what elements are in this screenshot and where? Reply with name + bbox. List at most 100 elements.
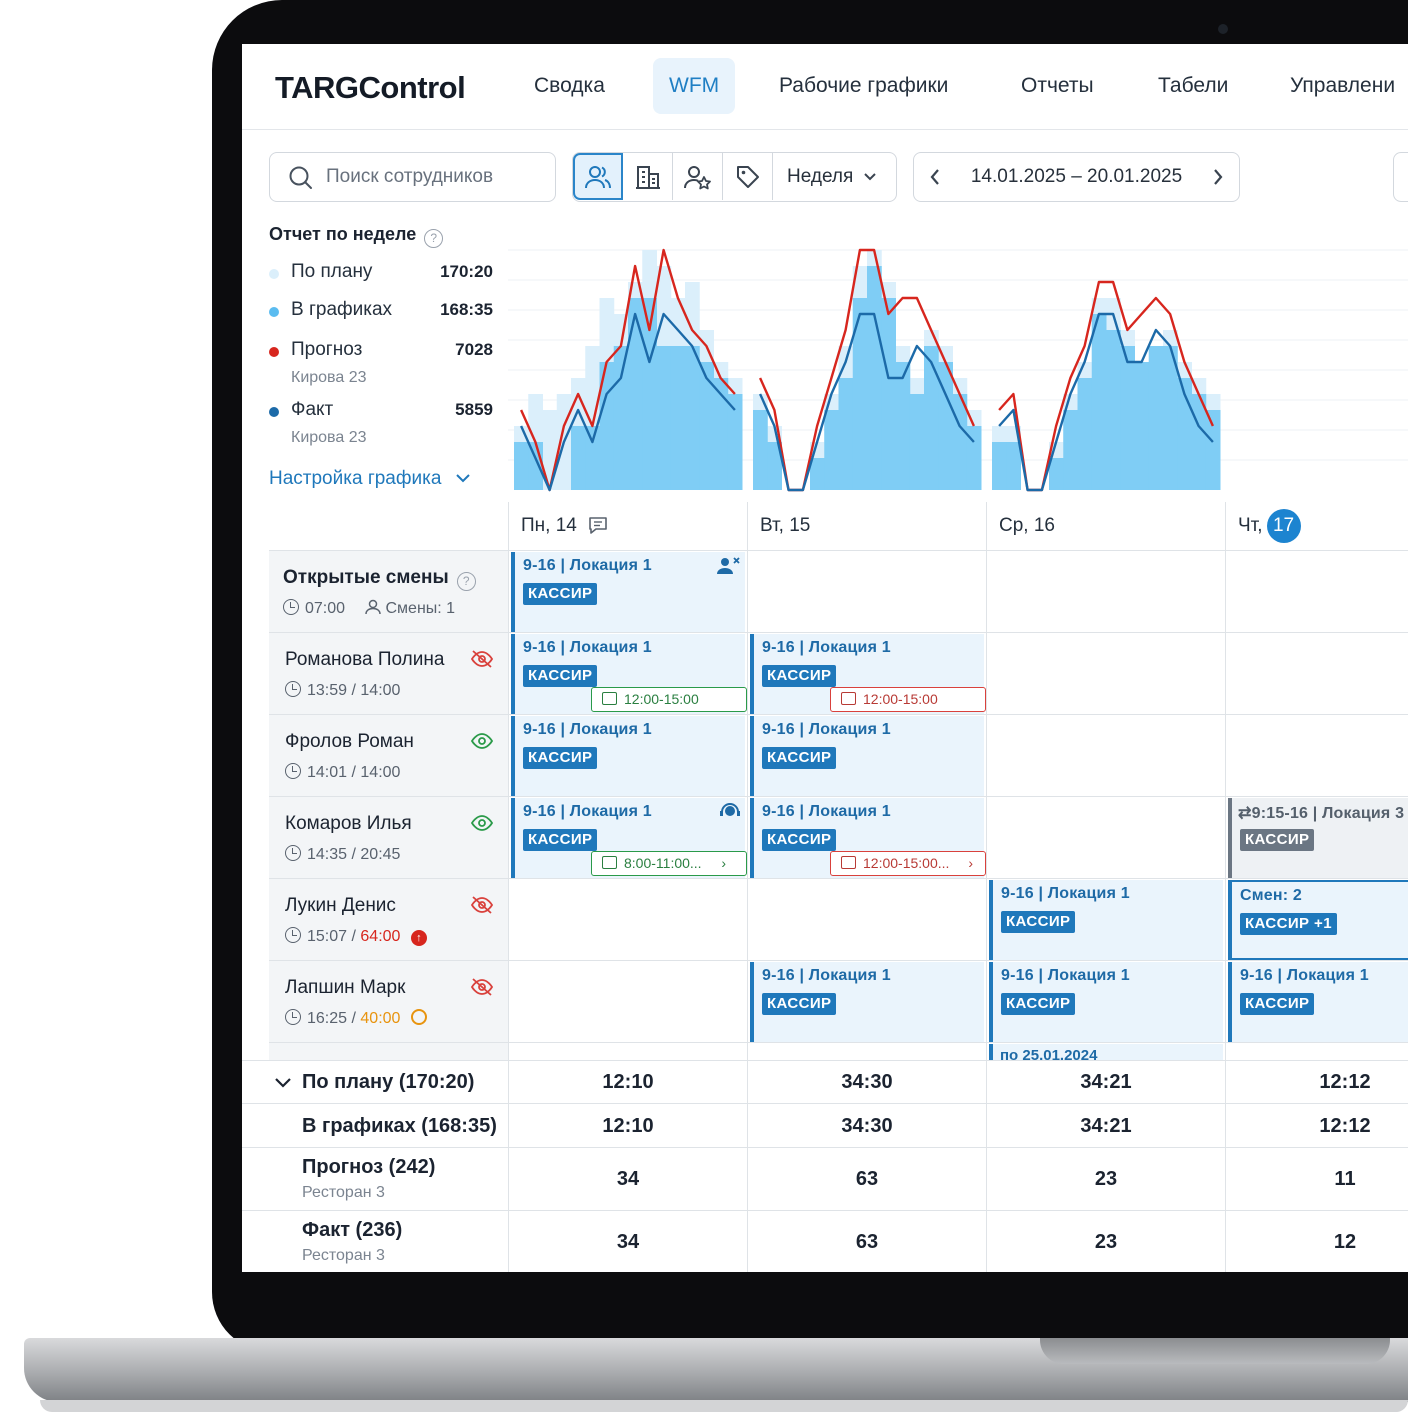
day-cell[interactable]	[986, 551, 1225, 633]
fact-line	[520, 312, 736, 492]
break-pill[interactable]: 12:00-15:00	[591, 687, 747, 712]
totals-value: 34	[508, 1211, 747, 1272]
totals-value: 12:12	[1225, 1061, 1408, 1104]
employee-info[interactable]: Комаров Илья 14:35 / 20:45	[269, 797, 508, 879]
view-tags-button[interactable]	[723, 153, 773, 200]
day-cell[interactable]: 9-16 | Локация 1 КАССИР	[747, 715, 986, 797]
employee-info[interactable]: Романова Полина 13:59 / 14:00	[269, 633, 508, 715]
shift-card[interactable]: 9-16 | Локация 1 КАССИР	[511, 716, 745, 796]
employee-info[interactable]: Фролов Роман 14:01 / 14:00	[269, 715, 508, 797]
app-logo[interactable]: TARGControl	[275, 70, 466, 105]
nav-item-wfm[interactable]: WFM	[653, 58, 736, 114]
day-cell[interactable]: 9-16 | Локация 1 КАССИР	[986, 879, 1225, 961]
comment-icon[interactable]	[588, 516, 608, 534]
multi-shift-card[interactable]: Смен: 2 КАССИР +1	[1228, 880, 1408, 960]
employee-row: Фролов Роман 14:01 / 14:00 9-16 | Локаци…	[269, 714, 1408, 797]
shift-card[interactable]: 9-16 | Локация 1 КАССИР	[750, 962, 984, 1042]
eye-off-icon[interactable]	[471, 896, 493, 914]
role-badge: КАССИР	[1240, 993, 1315, 1015]
toolbar-extra-button[interactable]	[1393, 152, 1408, 202]
day-cell[interactable]: 9-16 | Локация 1 КАССИР	[986, 961, 1225, 1043]
nav-item-summary[interactable]: Сводка	[534, 74, 605, 97]
employee-hours: 14:35 / 20:45	[285, 845, 400, 864]
day-cell[interactable]: 9-16 | Локация 1 КАССИР	[508, 551, 747, 633]
scheduled-bar	[670, 346, 686, 490]
scheduled-bar	[1205, 410, 1221, 490]
legend-fact-sub: Кирова 23	[291, 429, 367, 446]
day-cell[interactable]: Смен: 2 КАССИР +1	[1225, 879, 1408, 961]
day-cell[interactable]: 9-16 | Локация 1 КАССИР	[1225, 961, 1408, 1043]
shift-time-location: 9-16 | Локация 1	[523, 803, 652, 820]
day-cell[interactable]	[508, 879, 747, 961]
break-pill[interactable]: 8:00-11:00... ›	[591, 851, 747, 876]
overtime-alert-icon[interactable]: ↑	[410, 930, 427, 946]
nav-item-reports[interactable]: Отчеты	[1021, 74, 1094, 97]
eye-icon[interactable]	[471, 732, 493, 750]
day-cell[interactable]	[986, 797, 1225, 879]
shift-card-partial[interactable]: по 25.01.2024	[989, 1044, 1223, 1060]
chart-settings-link[interactable]: Настройка графика	[269, 468, 471, 490]
day-cell[interactable]: 9-16 | Локация 1 КАССИР 12:00-15:00	[508, 633, 747, 715]
shift-card[interactable]: 9-16 | Локация 1 КАССИР	[1228, 962, 1408, 1042]
date-range-value[interactable]: 14.01.2025 – 20.01.2025	[970, 166, 1183, 187]
briefcase-icon	[602, 692, 617, 705]
day-cell[interactable]	[1225, 633, 1408, 715]
employee-row-partial: по 25.01.2024	[269, 1042, 1408, 1060]
unassigned-user-icon[interactable]	[717, 556, 741, 576]
day-cell[interactable]: 9-16 | Локация 1 КАССИР	[747, 961, 986, 1043]
totals-value: 12:10	[508, 1061, 747, 1104]
period-select[interactable]: Неделя	[773, 153, 896, 201]
break-pill-warning[interactable]: 12:00-15:00	[830, 687, 986, 712]
day-cell[interactable]	[747, 879, 986, 961]
day-cell[interactable]	[1225, 551, 1408, 633]
shift-card[interactable]: 9-16 | Локация 1 КАССИР	[989, 880, 1223, 960]
employee-row: Лапшин Марк 16:25 / 40:00 9-16 | Локация…	[269, 960, 1408, 1043]
worked-hours: 15:07	[307, 928, 348, 945]
swap-shift-card[interactable]: ⇄9:15-16 | Локация 3 КАССИР	[1228, 798, 1408, 878]
chart-day-group	[514, 248, 743, 492]
day-cell[interactable]	[1225, 715, 1408, 797]
eye-icon[interactable]	[471, 814, 493, 832]
day-cell[interactable]	[747, 551, 986, 633]
support-agent-icon[interactable]	[719, 802, 741, 822]
totals-label: Факт (236)	[302, 1219, 403, 1241]
shift-card[interactable]: 9-16 | Локация 1 КАССИР	[989, 962, 1223, 1042]
view-locations-button[interactable]	[623, 153, 673, 200]
nav-item-timesheets[interactable]: Табели	[1158, 74, 1229, 97]
search-input[interactable]	[326, 163, 546, 191]
nav-item-schedules[interactable]: Рабочие графики	[779, 74, 949, 97]
nav-item-management[interactable]: Управлени	[1290, 74, 1396, 97]
view-employees-button[interactable]	[573, 153, 623, 200]
shift-card[interactable]: 9-16 | Локация 1 КАССИР	[511, 552, 745, 632]
scheduled-bar	[753, 410, 768, 490]
warning-circle-icon[interactable]	[410, 1009, 427, 1025]
eye-off-icon[interactable]	[471, 978, 493, 996]
clock-icon	[285, 763, 301, 779]
eye-off-icon[interactable]	[471, 650, 493, 668]
norm-hours: 14:00	[360, 682, 401, 699]
shift-card[interactable]: 9-16 | Локация 1 КАССИР	[750, 716, 984, 796]
day-cell[interactable]	[986, 715, 1225, 797]
employee-info[interactable]: Лапшин Марк 16:25 / 40:00	[269, 961, 508, 1043]
chevron-right-icon[interactable]	[1211, 167, 1225, 187]
help-icon[interactable]: ?	[456, 572, 476, 591]
day-cell[interactable]: 9-16 | Локация 1 КАССИР 8:00-11:00... ›	[508, 797, 747, 879]
scheduled-bar	[1148, 346, 1164, 490]
chevron-down-icon[interactable]	[274, 1077, 292, 1089]
help-icon[interactable]: ?	[424, 229, 444, 248]
day-cell[interactable]: 9-16 | Локация 1 КАССИР 12:00-15:00... ›	[747, 797, 986, 879]
day-cell[interactable]: 9-16 | Локация 1 КАССИР	[508, 715, 747, 797]
legend-plan-dot	[269, 269, 279, 279]
day-cell[interactable]	[508, 961, 747, 1043]
break-pill-warning[interactable]: 12:00-15:00... ›	[830, 851, 986, 876]
day-cell[interactable]: 9-16 | Локация 1 КАССИР 12:00-15:00	[747, 633, 986, 715]
employee-search[interactable]	[269, 152, 556, 202]
role-badge: КАССИР	[762, 993, 837, 1015]
worked-hours: 14:35	[307, 846, 348, 863]
shift-card[interactable]: 9-16 | Локация 1 КАССИР	[511, 634, 745, 714]
view-skills-button[interactable]	[673, 153, 723, 200]
day-cell[interactable]: ⇄9:15-16 | Локация 3 КАССИР	[1225, 797, 1408, 879]
day-cell[interactable]	[986, 633, 1225, 715]
chevron-left-icon[interactable]	[928, 167, 942, 187]
employee-info[interactable]: Лукин Денис 15:07 / 64:00 ↑	[269, 879, 508, 961]
